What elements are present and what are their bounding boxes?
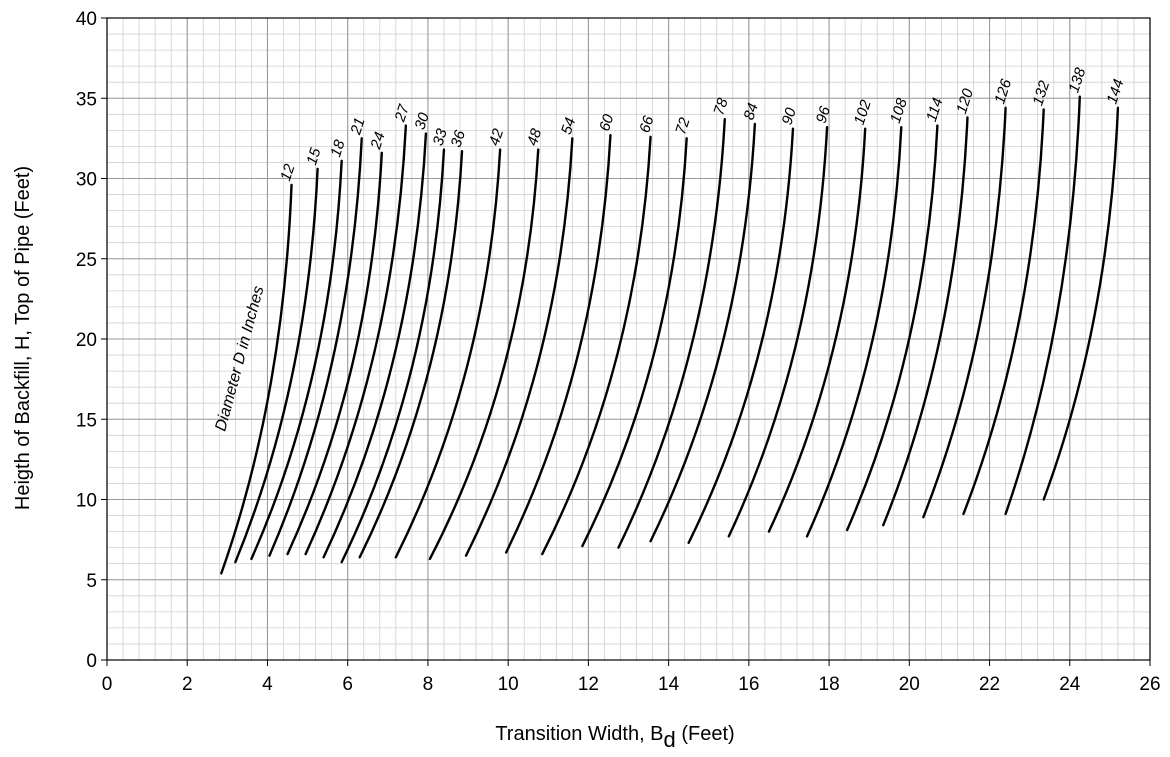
x-axis-ticks: 0 2 4 6 8 10 12 14 16 18 20 22 24 26: [102, 660, 1161, 695]
curves: [220, 95, 1120, 575]
y-tick-label: 15: [76, 410, 97, 431]
x-axis-title-subscript: d: [664, 727, 676, 752]
y-tick-label: 25: [76, 250, 97, 271]
y-tick-label: 5: [86, 571, 97, 592]
y-tick-label: 0: [86, 651, 97, 672]
x-axis-title-main: Transition Width, B: [495, 723, 663, 745]
curve-label-d-15: 15: [303, 145, 325, 167]
curve-label-d-27: 27: [391, 102, 413, 125]
curve-label-d-78: 78: [710, 96, 732, 118]
curve-d-15: [234, 167, 319, 564]
curve-d-33: [340, 148, 446, 564]
curve-d-72: [581, 137, 688, 548]
curve-label-d-18: 18: [327, 137, 349, 159]
x-tick-label: 2: [182, 674, 193, 695]
y-tick-label: 30: [76, 170, 97, 191]
curve-d-138: [1004, 95, 1081, 516]
x-tick-label: 14: [658, 674, 680, 695]
curve-d-18: [250, 159, 343, 561]
curve-label-d-48: 48: [524, 126, 546, 148]
curve-label-d-30: 30: [412, 110, 434, 132]
curve-label-d-108: 108: [887, 96, 911, 126]
x-axis-title: Transition Width, Bd (Feet): [495, 723, 734, 752]
y-axis-title: Heigth of Backfill, H, Top of Pipe (Feet…: [12, 166, 34, 510]
curve-d-108: [805, 125, 903, 538]
x-tick-label: 6: [342, 674, 353, 695]
curve-d-42: [394, 148, 502, 559]
curve-label-d-12: 12: [277, 161, 299, 183]
x-tick-label: 10: [498, 674, 519, 695]
x-axis-title-unit: (Feet): [676, 723, 735, 745]
curve-d-66: [541, 135, 652, 556]
curve-d-114: [845, 124, 939, 532]
y-tick-label: 10: [76, 491, 97, 512]
x-tick-label: 16: [738, 674, 759, 695]
curve-label-d-66: 66: [636, 113, 658, 135]
curve-label-d-96: 96: [813, 104, 835, 126]
curve-d-78: [617, 117, 726, 549]
curve-d-126: [922, 106, 1007, 519]
x-tick-label: 8: [423, 674, 434, 695]
curve-d-120: [882, 116, 969, 527]
x-tick-label: 12: [578, 674, 599, 695]
curve-d-90: [687, 127, 795, 545]
curve-label-d-36: 36: [448, 128, 470, 150]
curve-d-96: [727, 125, 829, 538]
y-tick-label: 35: [76, 89, 97, 110]
curve-label-d-126: 126: [991, 76, 1015, 106]
curve-d-60: [504, 133, 612, 554]
curve-d-54: [464, 137, 574, 557]
curve-label-d-60: 60: [596, 112, 618, 134]
y-tick-label: 40: [76, 9, 97, 30]
curve-d-30: [322, 132, 428, 559]
curve-d-132: [962, 108, 1045, 516]
x-tick-label: 24: [1059, 674, 1081, 695]
curve-label-d-21: 21: [347, 115, 369, 137]
curve-d-84: [649, 122, 757, 543]
y-axis-ticks: 0 5 10 15 20 25 30 35 40: [76, 9, 107, 672]
curve-d-102: [767, 127, 867, 533]
curve-label-d-144: 144: [1104, 77, 1128, 106]
curve-label-d-72: 72: [672, 115, 694, 137]
curve-label-d-114: 114: [923, 96, 947, 124]
curve-d-36: [358, 150, 464, 559]
curve-d-48: [428, 148, 540, 561]
curve-label-d-90: 90: [779, 105, 801, 127]
curve-d-27: [304, 124, 408, 556]
curve-label-d-24: 24: [367, 130, 389, 152]
curve-d-144: [1042, 106, 1120, 501]
x-tick-label: 26: [1139, 674, 1160, 695]
x-tick-label: 0: [102, 674, 113, 695]
curve-d-21: [268, 137, 363, 557]
curve-d-24: [286, 151, 383, 556]
curve-d-12: [220, 183, 293, 575]
curve-label-d-54: 54: [558, 115, 579, 136]
x-tick-label: 18: [819, 674, 840, 695]
curve-label-d-102: 102: [851, 97, 875, 127]
x-tick-label: 4: [262, 674, 273, 695]
curve-label-d-84: 84: [740, 101, 761, 122]
x-tick-label: 20: [899, 674, 920, 695]
curve-label-d-33: 33: [430, 126, 452, 148]
x-tick-label: 22: [979, 674, 1000, 695]
y-tick-label: 20: [76, 330, 97, 351]
curve-label-d-42: 42: [486, 126, 508, 148]
